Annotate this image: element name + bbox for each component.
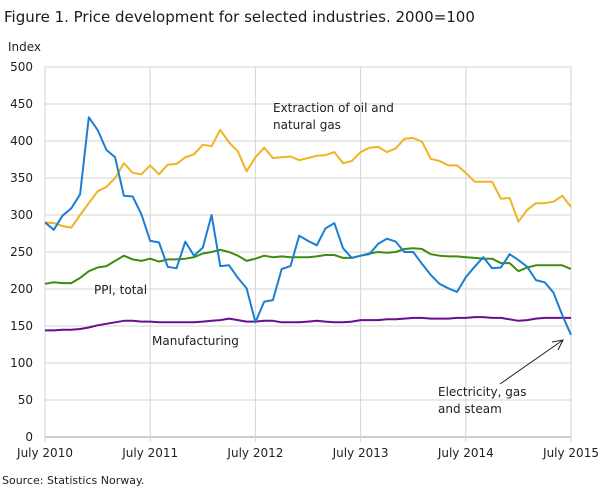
x-tick-labels: July 2010 July 2011 July 2012 July 2013 July… <box>16 446 599 460</box>
y-tick-label: 450 <box>10 97 33 111</box>
y-tick-label: 350 <box>10 171 33 185</box>
x-tick-label: July 2011 <box>121 446 178 460</box>
series-line-ppi-total <box>44 247 572 285</box>
label-oil-line1: Extraction of oil and <box>273 101 394 115</box>
label-electricity-line2: and steam <box>438 402 502 416</box>
chart-title: Figure 1. Price development for selected… <box>4 8 475 26</box>
x-tick-label: July 2012 <box>226 446 283 460</box>
series-line-manufacturing <box>45 316 571 332</box>
y-tick-label: 50 <box>18 393 33 407</box>
label-oil-line2: natural gas <box>273 118 341 132</box>
series-lines <box>44 116 572 336</box>
source-note: Source: Statistics Norway. <box>2 474 144 487</box>
grid <box>44 66 572 442</box>
y-tick-label: 0 <box>25 430 33 444</box>
y-tick-label: 150 <box>10 319 33 333</box>
y-tick-label: 400 <box>10 134 33 148</box>
y-tick-label: 200 <box>10 282 33 296</box>
label-manufacturing: Manufacturing <box>152 334 239 348</box>
y-tick-label: 250 <box>10 245 33 259</box>
x-tick-label: July 2014 <box>437 446 494 460</box>
x-tick-label: July 2015 <box>542 446 599 460</box>
series-line-electricity-gas-and-steam <box>44 116 572 336</box>
y-tick-label: 300 <box>10 208 33 222</box>
label-electricity-line1: Electricity, gas <box>438 385 526 399</box>
y-tick-label: 100 <box>10 356 33 370</box>
annotation-arrow <box>499 339 564 385</box>
x-tick-label: July 2013 <box>332 446 389 460</box>
y-axis-label: Index <box>8 40 41 54</box>
series-line-extraction-of-oil-and-natural-gas <box>44 128 572 229</box>
y-tick-labels: 0 50 100 150 200 250 300 350 400 450 500 <box>10 60 33 444</box>
label-ppi: PPI, total <box>94 283 147 297</box>
x-tick-label: July 2010 <box>16 446 73 460</box>
y-tick-label: 500 <box>10 60 33 74</box>
